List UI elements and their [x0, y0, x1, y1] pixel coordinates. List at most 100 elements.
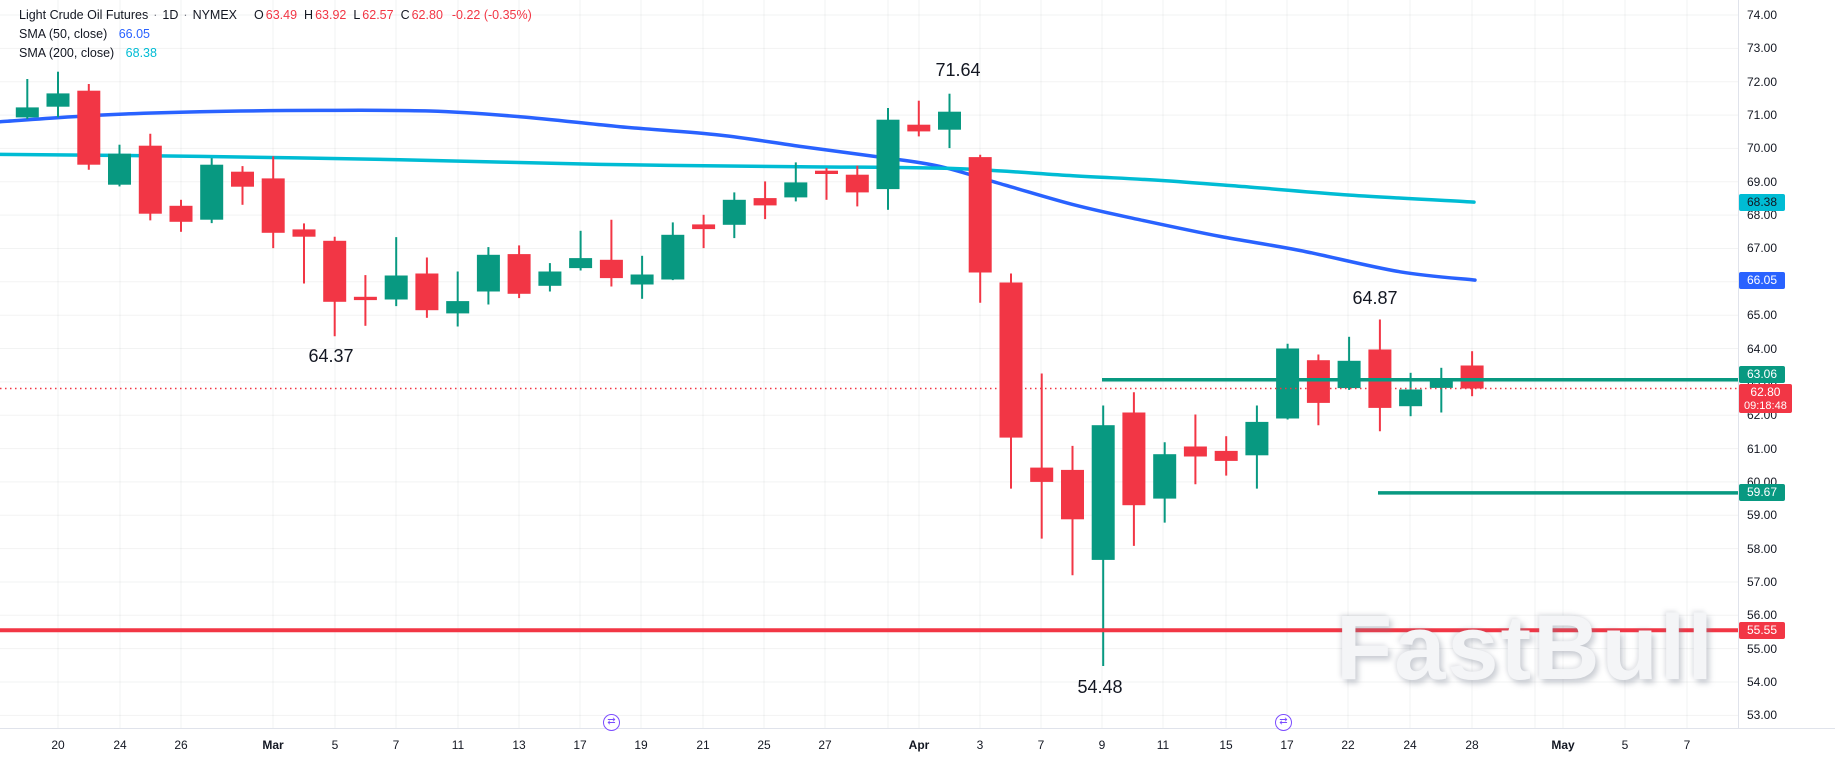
contract-change-icon[interactable]: ⇄ [1275, 714, 1292, 731]
candle-body-mar-14 [538, 271, 562, 286]
candle-body-apr-16 [1245, 421, 1269, 456]
candle-body-apr-15 [1214, 450, 1238, 461]
price-tick-label: 54.00 [1747, 675, 1778, 689]
contract-change-icon[interactable]: ⇄ [603, 714, 620, 731]
candle-body-apr-9 [1091, 425, 1115, 560]
candle-body-apr-7 [1030, 467, 1054, 482]
candle-body-mar-26 [784, 182, 808, 198]
candle-body-feb-25 [138, 145, 162, 214]
candle-body-mar-28 [845, 174, 869, 193]
candle-body-feb-26 [169, 205, 193, 222]
time-tick-label: 28 [1465, 738, 1479, 752]
close-value: 62.80 [411, 8, 443, 22]
countdown-timer: 09:18:48 [1744, 400, 1787, 412]
symbol-row[interactable]: Light Crude Oil Futures · 1D · NYMEX O 63.49 H 6… [19, 6, 532, 24]
sma-200-line[interactable] [0, 152, 1476, 204]
candle-body-mar-20 [661, 234, 685, 280]
price-badge-value: 63.06 [1746, 367, 1778, 381]
candle-body-mar-6 [353, 296, 377, 301]
price-badge-value: 62.80 [1750, 385, 1781, 399]
separator-dot: · [183, 8, 188, 22]
price-badge-63.06: 63.06 [1739, 366, 1785, 383]
price-axis[interactable]: 74.00 73.00 72.00 71.00 70.00 69.00 68.00 67.00… [1738, 0, 1835, 728]
close-label: C [400, 8, 410, 22]
candle-body-apr-3 [968, 157, 992, 273]
price-tick-label: 69.00 [1747, 175, 1778, 189]
candle-body-apr-11 [1153, 454, 1177, 499]
ohlc-values: O 63.49 H 63.92 L 62.57 C 62.80 [247, 8, 443, 22]
price-tick-label: 57.00 [1747, 575, 1778, 589]
time-tick-label: 21 [696, 738, 710, 752]
candle-body-mar-10 [415, 273, 439, 311]
candle-body-apr-22 [1337, 360, 1361, 389]
candle-body-apr-4 [999, 282, 1023, 438]
time-tick-label: 9 [1098, 738, 1106, 752]
separator-dot: · [153, 8, 158, 22]
price-tick-label: 65.00 [1747, 308, 1778, 322]
time-tick-label: 22 [1341, 738, 1355, 752]
annotation-label[interactable]: 64.37 [308, 346, 353, 366]
legend: Light Crude Oil Futures · 1D · NYMEX O 63.49 H 6… [19, 6, 532, 63]
candle-body-apr-14 [1183, 446, 1207, 457]
candle-body-mar-7 [384, 275, 408, 300]
candle-body-feb-27 [200, 164, 224, 220]
candle-body-apr-21 [1306, 360, 1330, 403]
time-tick-label: 17 [573, 738, 587, 752]
sma50-value: 66.05 [118, 27, 150, 41]
candle-body-mar-4 [292, 229, 316, 237]
time-tick-label: 26 [174, 738, 188, 752]
price-badge-55.55: 55.55 [1739, 622, 1785, 639]
time-axis[interactable]: 20 24 26 Mar 5 7 11 13 17 19 21 25 27 Apr 3 7 9 11 15 17 22 2… [0, 714, 1835, 762]
time-tick-label: 11 [1156, 738, 1170, 752]
time-tick-label: 5 [1621, 738, 1629, 752]
sma200-value: 68.38 [125, 46, 157, 60]
candle-body-mar-5 [323, 240, 347, 302]
time-tick-label: 25 [757, 738, 771, 752]
indicator-row-sma50[interactable]: SMA (50, close) 66.05 [19, 25, 532, 43]
time-tick-label: 7 [392, 738, 400, 752]
time-tick-label: 7 [1037, 738, 1045, 752]
candle-body-feb-20 [46, 93, 70, 107]
candle-body-mar-24 [722, 199, 746, 225]
time-tick-label: 24 [113, 738, 127, 752]
price-tick-label: 67.00 [1747, 241, 1778, 255]
candle-body-apr-10 [1122, 412, 1146, 506]
price-badge-value: 59.67 [1746, 485, 1778, 499]
price-tick-label: 58.00 [1747, 542, 1778, 556]
candle-body-mar-17 [569, 258, 593, 269]
symbol-title: Light Crude Oil Futures [19, 8, 149, 22]
time-tick-label: 3 [976, 738, 984, 752]
candle-body-feb-21 [77, 90, 101, 165]
time-tick-label: 7 [1683, 738, 1691, 752]
time-tick-label: 19 [634, 738, 648, 752]
indicator-row-sma200[interactable]: SMA (200, close) 68.38 [19, 44, 532, 62]
sma50-label: SMA (50, close) [19, 27, 108, 41]
candle-body-mar-18 [599, 259, 623, 279]
open-value: 63.49 [265, 8, 298, 22]
change-value: -0.22 (-0.35%) [451, 8, 532, 22]
price-tick-label: 59.00 [1747, 508, 1778, 522]
candle-body-mar-11 [446, 301, 470, 314]
price-tick-label: 53.00 [1747, 708, 1778, 722]
price-tick-label: 68.00 [1747, 208, 1778, 222]
high-value: 63.92 [315, 8, 347, 22]
time-tick-label: Mar [262, 738, 284, 752]
candle-body-mar-25 [753, 198, 777, 206]
candle-body-apr-2 [938, 111, 961, 130]
time-tick-label: 27 [818, 738, 832, 752]
time-tick-label: 20 [51, 738, 65, 752]
annotation-label[interactable]: 54.48 [1077, 677, 1122, 697]
price-tick-label: 74.00 [1747, 8, 1778, 22]
candle-body-apr-8 [1061, 469, 1084, 520]
sma-50-line[interactable] [0, 108, 1477, 282]
price-tick-label: 56.00 [1747, 608, 1778, 622]
annotation-label[interactable]: 64.87 [1352, 288, 1397, 308]
low-label: L [353, 8, 361, 22]
time-tick-label: 5 [331, 738, 339, 752]
annotation-label[interactable]: 71.64 [935, 60, 980, 80]
price-tick-label: 70.00 [1747, 141, 1778, 155]
candle-body-apr-17 [1276, 348, 1300, 419]
candle-body-mar-12 [476, 254, 500, 292]
candle-body-mar-31 [876, 119, 900, 190]
